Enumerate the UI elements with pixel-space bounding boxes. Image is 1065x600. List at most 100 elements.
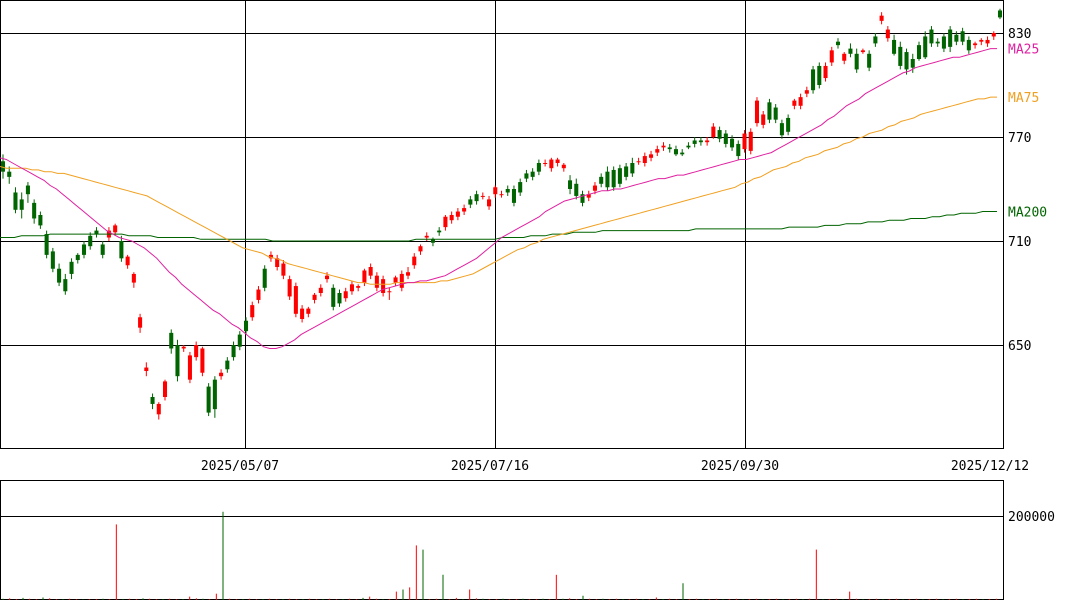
candle-body [362, 270, 367, 283]
candle-body [655, 149, 660, 153]
candle-body [262, 268, 267, 288]
candle-body [767, 102, 772, 120]
candle-body [736, 143, 741, 157]
candle-body [985, 39, 990, 44]
candle-body [636, 161, 641, 163]
candle-body [742, 133, 747, 150]
candle-body [75, 254, 80, 261]
candle-body [997, 10, 1003, 18]
candle-body [44, 234, 49, 255]
candle-body [487, 199, 492, 207]
candle-body [916, 45, 922, 59]
candle-body [854, 53, 859, 70]
candle-body [493, 187, 498, 195]
candle-body [13, 192, 18, 210]
candle-body [318, 287, 323, 293]
candle-body [368, 267, 373, 276]
candle-body [711, 126, 716, 137]
candle-body [287, 279, 292, 297]
candle-body [692, 140, 697, 144]
candle-body [100, 244, 105, 255]
candle-body [599, 176, 604, 184]
candle-body [910, 59, 915, 68]
candle-body [505, 189, 510, 193]
price-y-tick-label: 830 [1008, 27, 1031, 42]
candle-body [543, 163, 548, 164]
candle-body [443, 216, 448, 228]
candle-body [356, 286, 361, 288]
candle-body [530, 171, 535, 177]
legend-ma200: MA200 [1008, 206, 1047, 221]
candle-body [499, 194, 504, 196]
candle-body [81, 244, 87, 255]
candle-body [119, 241, 124, 259]
candle-body [275, 258, 280, 267]
ma25-line [0, 48, 997, 349]
candle-body [898, 46, 903, 66]
candle-body [412, 256, 417, 266]
candle-body [256, 289, 261, 300]
legend-ma75: MA75 [1008, 91, 1039, 106]
candle-body [430, 239, 435, 243]
candle-body [169, 332, 174, 349]
candle-body [57, 268, 62, 283]
candle-body [792, 100, 797, 106]
candle-body [131, 273, 136, 283]
candle-body [561, 164, 566, 169]
candle-body [331, 287, 336, 307]
candle-body [649, 154, 654, 158]
price-y-tick-label: 710 [1008, 235, 1031, 250]
price-frame [0, 0, 1004, 449]
candle-body [748, 131, 753, 151]
candle-body [125, 256, 130, 266]
candle-body [187, 355, 192, 380]
candle-body [686, 145, 691, 148]
candle-body [611, 169, 616, 188]
candle-body [474, 194, 479, 202]
candle-body [50, 251, 55, 269]
candle-body [873, 36, 878, 44]
candle-body [842, 53, 847, 61]
candle-body [399, 273, 404, 288]
candle-body [250, 305, 255, 318]
candle-body [25, 185, 30, 195]
candle-body [511, 189, 516, 203]
candle-body [455, 211, 460, 217]
candle-body [698, 140, 703, 143]
candle-body [69, 261, 74, 274]
candle-body [212, 379, 217, 410]
candle-body [829, 50, 834, 63]
candle-body [293, 286, 298, 314]
candle-body [7, 171, 12, 177]
candle-body [237, 334, 242, 347]
candle-body [761, 114, 766, 125]
candle-body [0, 161, 6, 172]
candle-body [225, 360, 230, 370]
candle-body [343, 291, 348, 299]
legend-ma25: MA25 [1008, 43, 1039, 58]
candle-body [860, 50, 865, 53]
candle-body [381, 279, 386, 293]
candle-body [306, 308, 311, 314]
candle-body [823, 65, 828, 79]
candle-body [113, 225, 118, 233]
candle-body [717, 130, 722, 139]
candle-body [536, 163, 541, 172]
candle-body [300, 308, 305, 319]
candle-body [144, 367, 149, 371]
candle-body [549, 159, 554, 169]
candle-body [848, 48, 853, 54]
candle-body [605, 171, 610, 188]
candle-body [966, 39, 971, 51]
candle-body [892, 39, 897, 54]
candle-body [723, 133, 728, 144]
candle-body [991, 33, 996, 37]
candle-body [642, 156, 647, 163]
candle-body [935, 41, 940, 44]
candle-body [624, 166, 629, 177]
volume-frame [0, 480, 1004, 600]
candle-body [468, 199, 473, 205]
candle-body [835, 41, 841, 46]
candle-body [200, 348, 205, 373]
